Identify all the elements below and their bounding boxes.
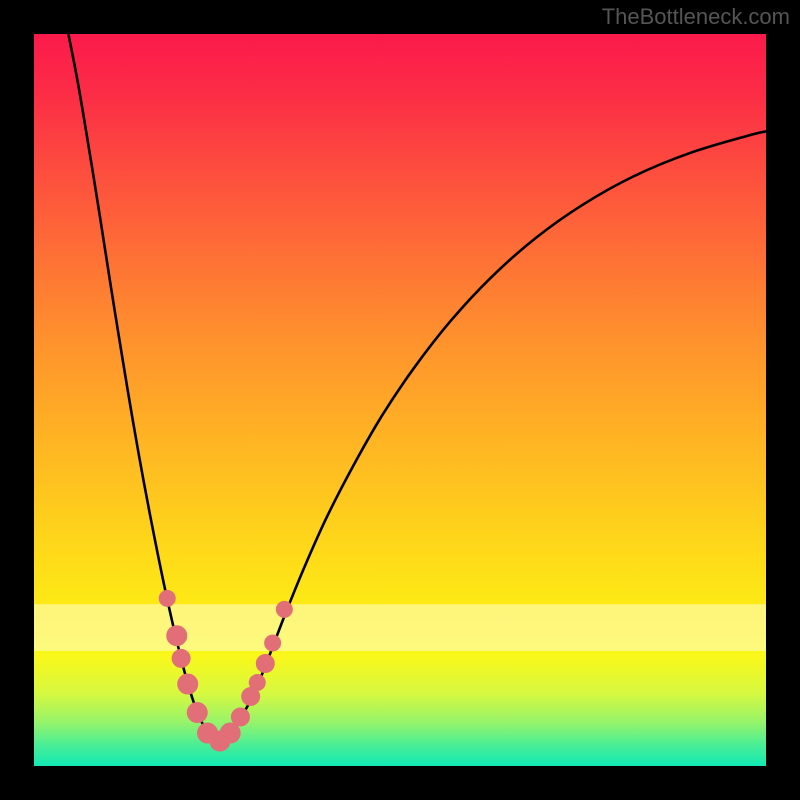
marker-point xyxy=(187,703,207,723)
bottleneck-chart xyxy=(0,0,800,800)
plot-area xyxy=(34,34,766,766)
marker-point xyxy=(265,635,281,651)
marker-point xyxy=(172,649,190,667)
marker-point xyxy=(167,626,187,646)
marker-point xyxy=(159,590,175,606)
haze-band xyxy=(34,604,766,651)
chart-root: TheBottleneck.com xyxy=(0,0,800,800)
marker-point xyxy=(231,708,249,726)
marker-point xyxy=(220,723,240,743)
attribution-text: TheBottleneck.com xyxy=(602,4,790,30)
plot-background-gradient xyxy=(34,34,766,766)
marker-point xyxy=(249,675,265,691)
marker-point xyxy=(276,601,292,617)
marker-point xyxy=(178,674,198,694)
marker-point xyxy=(256,655,274,673)
